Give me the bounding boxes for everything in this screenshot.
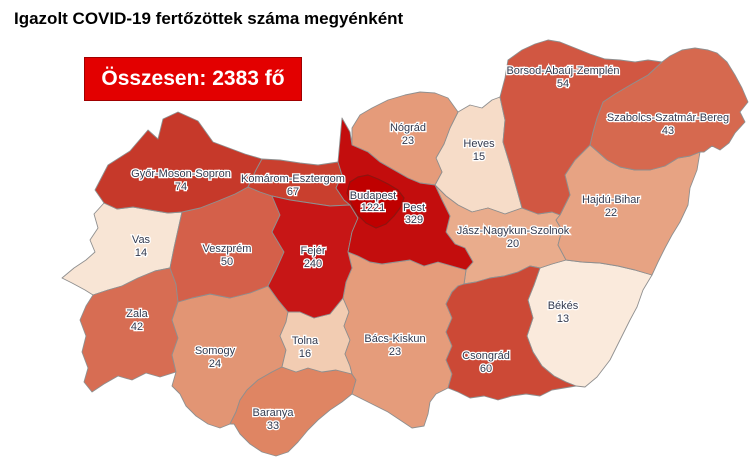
total-badge: Összesen: 2383 fő [84, 57, 302, 101]
county-value-label-fejer: 240 [304, 258, 322, 270]
county-shape-zala [79, 267, 179, 393]
county-shape-budapest [346, 174, 405, 229]
county-value-label-vas: 14 [135, 247, 147, 259]
county-value-label-hajdu: 22 [605, 207, 617, 219]
county-name-label-baranya: Baranya [253, 407, 295, 419]
county-name-label-budapest: Budapest [350, 190, 396, 202]
county-name-label-veszprem: Veszprém [203, 243, 252, 255]
county-name-label-somogy: Somogy [195, 345, 236, 357]
county-value-label-bekes: 13 [557, 313, 569, 325]
county-shape-borsod [499, 39, 663, 216]
county-name-label-pest: Pest [403, 202, 425, 214]
county-name-label-nograd: Nógrád [390, 122, 426, 134]
county-name-label-hajdu: Hajdú-Bihar [582, 194, 640, 206]
county-shape-pest [335, 117, 474, 271]
county-value-label-pest: 329 [405, 214, 423, 226]
county-value-label-tolna: 16 [299, 348, 311, 360]
county-shape-fejer [267, 195, 359, 319]
county-value-label-borsod: 54 [557, 78, 569, 90]
county-name-label-gyms: Győr-Moson-Sopron [131, 168, 231, 180]
county-shape-csongrad [445, 265, 577, 401]
county-value-label-gyms: 74 [175, 181, 187, 193]
county-name-label-borsod: Borsod-Abaúj-Zemplén [506, 65, 619, 77]
county-value-label-csongrad: 60 [480, 363, 492, 375]
county-name-label-csongrad: Csongrád [462, 350, 510, 362]
county-name-label-bacs: Bács-Kiskun [364, 333, 425, 345]
county-name-label-jasz: Jász-Nagykun-Szolnok [457, 225, 570, 237]
county-value-label-heves: 15 [473, 151, 485, 163]
county-value-label-bacs: 23 [389, 346, 401, 358]
county-value-label-ke: 67 [287, 186, 299, 198]
county-value-label-veszprem: 50 [221, 256, 233, 268]
county-value-label-budapest: 1221 [361, 202, 385, 214]
county-value-label-jasz: 20 [507, 238, 519, 250]
county-name-label-vas: Vas [132, 234, 151, 246]
page-title: Igazolt COVID-19 fertőzöttek száma megyé… [14, 9, 404, 28]
county-value-label-somogy: 24 [209, 358, 221, 370]
county-value-label-zala: 42 [131, 321, 143, 333]
county-name-label-ke: Komárom-Esztergom [241, 173, 345, 185]
county-name-label-zala: Zala [126, 308, 148, 320]
county-name-label-heves: Heves [463, 138, 495, 150]
county-name-label-bekes: Békés [548, 300, 579, 312]
county-name-label-szabolcs: Szabolcs-Szatmár-Bereg [607, 112, 729, 124]
county-value-label-szabolcs: 43 [662, 125, 674, 137]
county-name-label-fejer: Fejér [300, 245, 325, 257]
county-value-label-baranya: 33 [267, 420, 279, 432]
county-shape-bekes [526, 259, 653, 388]
county-value-label-nograd: 23 [402, 135, 414, 147]
county-name-label-tolna: Tolna [292, 335, 319, 347]
